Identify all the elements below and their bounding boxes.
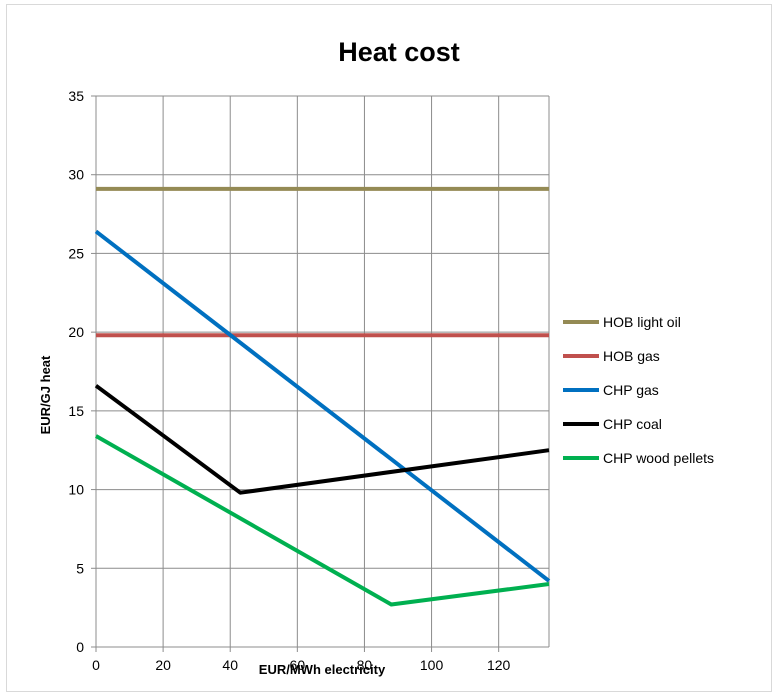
y-tick-label: 5 (76, 560, 84, 576)
x-tick-label: 40 (222, 657, 238, 673)
x-tick-label: 100 (420, 657, 444, 673)
legend-label: HOB gas (603, 348, 660, 364)
series-line-3 (94, 384, 550, 495)
y-tick-label: 20 (68, 324, 84, 340)
y-tick-label: 0 (76, 639, 84, 655)
x-tick-label: 80 (357, 657, 373, 673)
y-tick-label: 35 (68, 88, 84, 104)
series-lines (94, 186, 551, 607)
y-tick-label: 10 (68, 482, 84, 498)
series-line-4 (95, 434, 550, 607)
legend-label: HOB light oil (603, 314, 681, 330)
series-line-2 (94, 229, 551, 583)
x-tick-labels: 0 20 40 60 80 100 120 (92, 657, 510, 673)
x-tick-label: 120 (487, 657, 511, 673)
chart-frame (6, 4, 772, 692)
y-tick-label: 15 (68, 403, 84, 419)
x-tick-label: 20 (155, 657, 171, 673)
chart-title: Heat cost (338, 37, 460, 67)
y-tick-labels: 0 5 10 15 20 25 30 35 (68, 88, 84, 655)
legend-label: CHP gas (603, 382, 659, 398)
x-tick-label: 60 (290, 657, 306, 673)
x-axis-label: EUR/MWh electricity (259, 662, 386, 677)
legend: HOB light oil HOB gas CHP gas CHP coal CHP w… (563, 314, 714, 466)
y-tick-label: 25 (68, 245, 84, 261)
legend-label: CHP coal (603, 416, 662, 432)
y-tick-label: 30 (68, 167, 84, 183)
legend-label: CHP wood pellets (603, 450, 714, 466)
y-axis-label: EUR/GJ heat (38, 355, 53, 434)
x-tick-label: 0 (92, 657, 100, 673)
